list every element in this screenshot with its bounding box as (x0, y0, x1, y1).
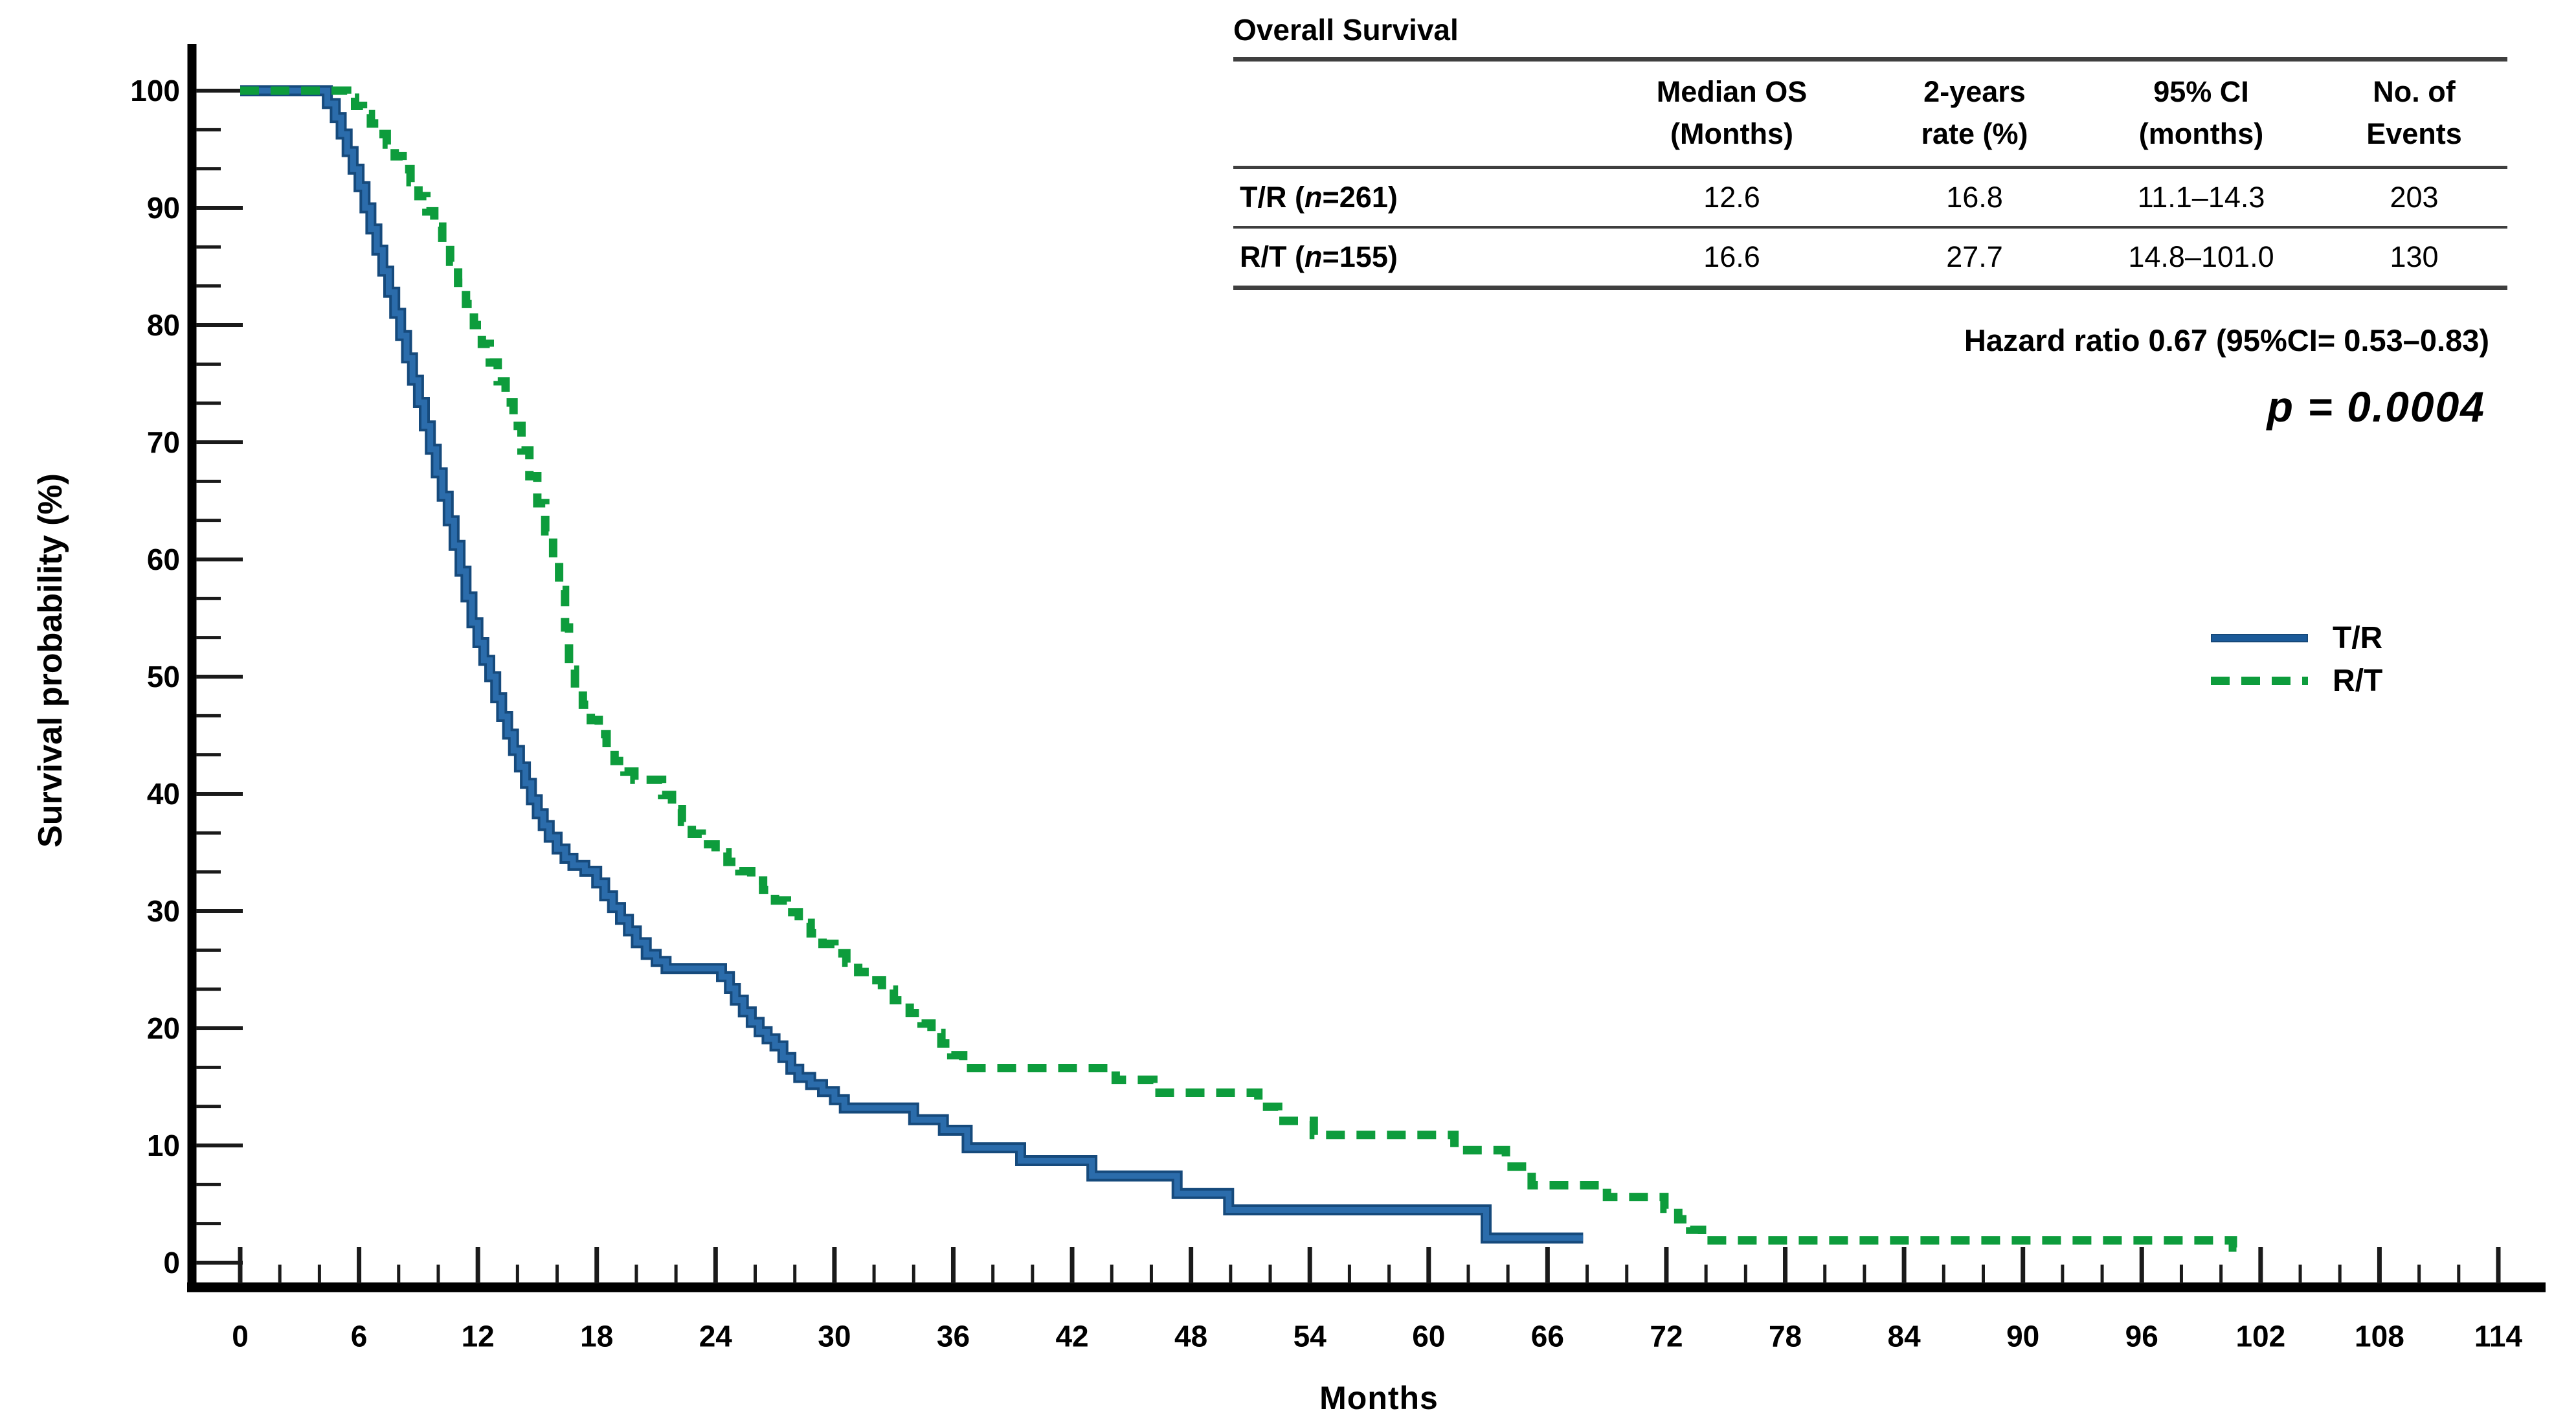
x-tick-label: 30 (818, 1320, 851, 1353)
table-row-tr: T/R (n=261) 12.6 16.8 11.1–14.3 203 (1233, 169, 2507, 229)
legend-label-tr: T/R (2333, 620, 2383, 655)
x-tick-label: 102 (2235, 1320, 2285, 1353)
x-tick-label: 12 (462, 1320, 495, 1353)
y-tick-label: 100 (130, 74, 180, 107)
x-tick-label: 54 (1294, 1320, 1327, 1353)
x-tick-label: 72 (1650, 1320, 1683, 1353)
row-label-text: R/T ( (1240, 240, 1305, 273)
n-symbol: n (1304, 240, 1323, 273)
table-header-row: Median OS (Months) 2-years rate (%) 95% … (1233, 57, 2507, 169)
legend: T/R R/T (2211, 616, 2382, 702)
x-tick-label: 60 (1412, 1320, 1445, 1353)
x-tick-label: 96 (2125, 1320, 2158, 1353)
tr-2yr-rate: 16.8 (1946, 180, 2003, 214)
header-line: rate (%) (1921, 117, 2028, 151)
tr-95ci: 11.1–14.3 (2137, 180, 2265, 214)
legend-item-rt: R/T (2211, 659, 2382, 702)
row-label-text: =261) (1322, 180, 1398, 214)
rt-events: 130 (2390, 240, 2439, 273)
tr-events: 203 (2390, 180, 2439, 214)
hazard-ratio-annotation: Hazard ratio 0.67 (95%CI= 0.53–0.83) (1964, 323, 2489, 357)
x-tick-label: 84 (1888, 1320, 1921, 1353)
x-tick-label: 66 (1531, 1320, 1564, 1353)
tr-median-os: 12.6 (1703, 180, 1760, 214)
row-label-text: T/R ( (1240, 180, 1305, 214)
x-tick-label: 42 (1055, 1320, 1088, 1353)
table-row-rt: R/T (n=155) 16.6 27.7 14.8–101.0 130 (1233, 229, 2507, 290)
rt-95ci: 14.8–101.0 (2128, 240, 2274, 273)
rt-curve (240, 86, 2245, 1252)
table-header-95ci: 95% CI (months) (2081, 71, 2321, 155)
row-label-rt: R/T (n=155) (1233, 240, 1596, 274)
header-line: (Months) (1670, 117, 1793, 151)
header-line: 95% CI (2153, 75, 2249, 108)
row-label-text: =155) (1322, 240, 1398, 273)
x-tick-label: 18 (580, 1320, 613, 1353)
y-tick-label: 50 (147, 660, 180, 693)
table-header-2yr-rate: 2-years rate (%) (1868, 71, 2081, 155)
n-symbol: n (1304, 180, 1323, 214)
header-line: No. of (2373, 75, 2456, 108)
row-label-tr: T/R (n=261) (1233, 181, 1596, 214)
x-tick-label: 48 (1174, 1320, 1207, 1353)
legend-item-tr: T/R (2211, 616, 2382, 659)
table-title: Overall Survival (1233, 13, 1459, 47)
tr-curve (240, 87, 1584, 1241)
rt-2yr-rate: 27.7 (1946, 240, 2003, 273)
header-line: Median OS (1656, 75, 1808, 108)
header-line: Events (2366, 117, 2462, 151)
y-tick-label: 60 (147, 543, 180, 576)
y-tick-label: 90 (147, 191, 180, 225)
x-tick-label: 108 (2355, 1320, 2404, 1353)
table-header-median-os: Median OS (Months) (1596, 71, 1868, 155)
x-tick-label: 6 (351, 1320, 368, 1353)
y-tick-label: 30 (147, 894, 180, 928)
table-header-events: No. of Events (2321, 71, 2507, 155)
y-tick-label: 0 (163, 1246, 180, 1279)
p-value-annotation: p = 0.0004 (2267, 383, 2485, 431)
y-tick-label: 10 (147, 1129, 180, 1162)
overall-survival-table: Overall Survival Median OS (Months) 2-ye… (1233, 9, 2507, 290)
x-tick-label: 114 (2474, 1320, 2523, 1353)
x-tick-label: 0 (232, 1320, 249, 1353)
header-line: (months) (2138, 117, 2264, 151)
y-tick-label: 70 (147, 425, 180, 459)
y-tick-label: 80 (147, 308, 180, 342)
tr-line-swatch (2211, 633, 2308, 642)
rt-line-swatch (2211, 676, 2308, 685)
rt-median-os: 16.6 (1703, 240, 1760, 273)
x-tick-label: 78 (1769, 1320, 1802, 1353)
y-tick-label: 20 (147, 1011, 180, 1045)
x-tick-label: 90 (2006, 1320, 2039, 1353)
y-tick-label: 40 (147, 777, 180, 811)
x-axis-title: Months (1319, 1380, 1439, 1416)
y-axis-title: Survival probability (%) (32, 473, 69, 848)
x-tick-label: 24 (699, 1320, 733, 1353)
header-line: 2-years (1923, 75, 2026, 108)
legend-label-rt: R/T (2333, 663, 2383, 698)
x-tick-label: 36 (937, 1320, 970, 1353)
